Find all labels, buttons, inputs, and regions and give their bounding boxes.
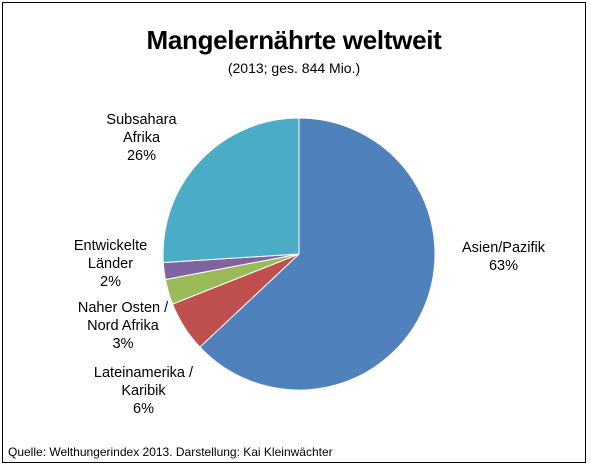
- slice-name-line: Afrika: [122, 130, 161, 146]
- source-note: Quelle: Welthungerindex 2013. Darstellun…: [8, 445, 333, 459]
- slice-label-subsahara-afrika: Subsahara Afrika 26%: [89, 111, 194, 165]
- slice-label-naher-osten: Naher Osten / Nord Afrika 3%: [53, 299, 193, 353]
- chart-frame: Mangelernährte weltweit (2013; ges. 844 …: [2, 2, 586, 463]
- slice-name-line: Länder: [87, 256, 134, 272]
- slice-name-line: Lateinamerika /: [93, 365, 194, 381]
- pie-chart: [162, 117, 436, 391]
- slice-name-line: Subsahara: [106, 112, 177, 128]
- slice-percent: 63%: [488, 258, 519, 274]
- pie-slice-0: [199, 117, 436, 391]
- slice-name-line: Nord Afrika: [87, 318, 159, 334]
- slice-label-lateinamerika: Lateinamerika / Karibik 6%: [71, 364, 216, 418]
- slice-label-asien-pazifik: Asien/Pazifik 63%: [446, 239, 561, 275]
- slice-name-line: Entwickelte: [73, 238, 148, 254]
- slice-label-entwickelte-laender: Entwickelte Länder 2%: [53, 237, 168, 291]
- chart-title: Mangelernährte weltweit: [146, 25, 442, 55]
- slice-percent: 6%: [133, 401, 154, 417]
- slice-name-line: Naher Osten /: [77, 300, 169, 316]
- chart-subtitle: (2013; ges. 844 Mio.): [227, 60, 361, 76]
- slice-percent: 3%: [112, 336, 134, 352]
- pie-slice-4: [162, 117, 300, 264]
- slice-name-line: Karibik: [121, 383, 166, 399]
- slice-name-line: Asien/Pazifik: [461, 240, 545, 256]
- slice-percent: 26%: [126, 148, 157, 164]
- slice-percent: 2%: [100, 274, 121, 290]
